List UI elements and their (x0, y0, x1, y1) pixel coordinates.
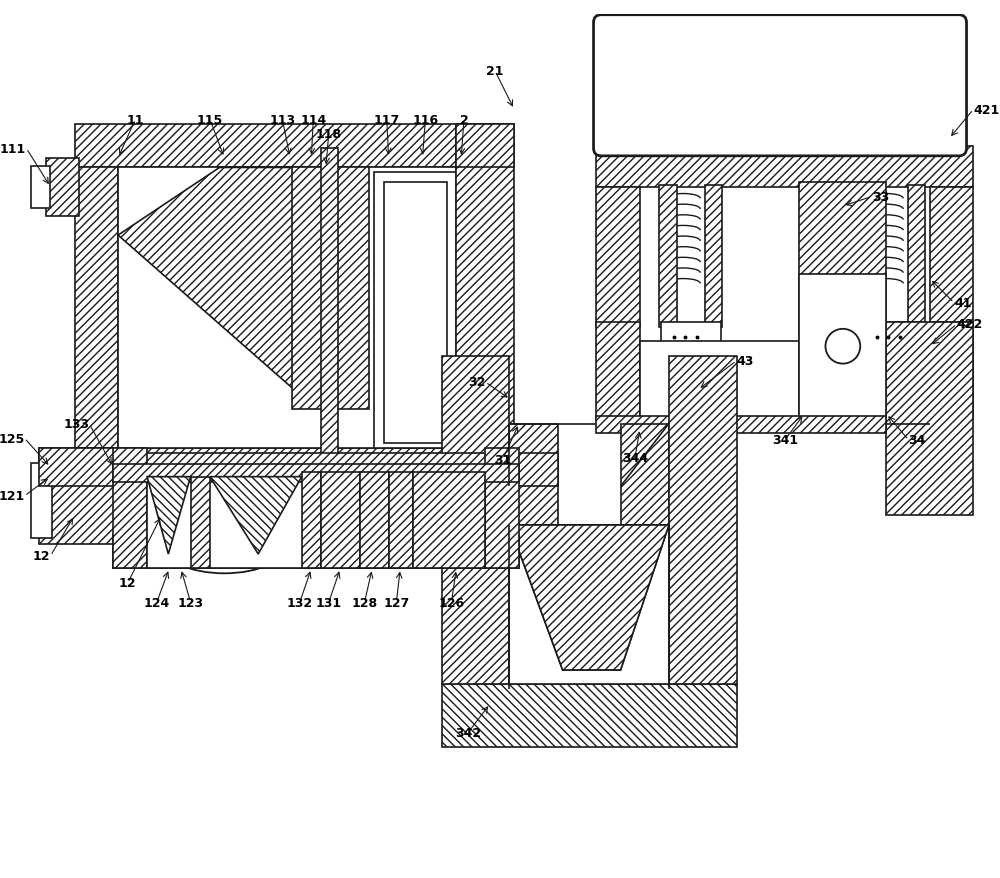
Bar (596, 188, 640, 327)
Bar (485, 448, 519, 569)
Bar (75, 169, 118, 457)
Bar (413, 472, 485, 569)
Bar (360, 472, 389, 569)
Bar (799, 275, 886, 419)
Bar (374, 173, 456, 448)
Text: 344: 344 (622, 451, 648, 464)
Bar (886, 323, 973, 515)
Text: 31: 31 (494, 453, 511, 466)
Polygon shape (509, 525, 669, 670)
Text: 12: 12 (33, 550, 50, 563)
Bar (661, 323, 721, 352)
Bar (113, 448, 147, 569)
Bar (302, 472, 321, 569)
Text: 113: 113 (269, 113, 295, 126)
Polygon shape (210, 477, 302, 554)
Bar (384, 183, 447, 443)
Bar (442, 356, 509, 685)
Text: 125: 125 (0, 432, 24, 445)
Bar (321, 149, 338, 477)
Bar (46, 159, 79, 217)
Bar (669, 356, 737, 685)
Text: 133: 133 (63, 418, 89, 430)
Bar (75, 453, 558, 486)
Bar (509, 525, 669, 685)
Bar (75, 125, 490, 169)
Bar (659, 185, 677, 327)
Text: 111: 111 (0, 142, 26, 155)
Text: 422: 422 (957, 318, 983, 331)
Bar (31, 166, 50, 209)
Bar (640, 342, 930, 428)
Text: 11: 11 (127, 113, 144, 126)
Text: 2: 2 (460, 113, 468, 126)
Bar (39, 448, 118, 486)
Text: 43: 43 (737, 355, 754, 368)
Text: 21: 21 (486, 65, 504, 78)
Text: 128: 128 (351, 596, 378, 609)
Text: 118: 118 (316, 128, 342, 141)
Text: 115: 115 (197, 113, 223, 126)
Bar (389, 472, 413, 569)
Bar (31, 464, 52, 538)
Bar (456, 169, 495, 457)
Text: 121: 121 (0, 490, 24, 503)
Bar (191, 477, 210, 569)
Bar (862, 185, 880, 327)
Text: 421: 421 (973, 104, 1000, 117)
Bar (908, 185, 925, 327)
Bar (509, 525, 669, 689)
Text: 33: 33 (872, 191, 889, 204)
Text: 123: 123 (177, 596, 204, 609)
Polygon shape (509, 525, 669, 670)
Bar (509, 424, 558, 530)
Bar (147, 477, 485, 569)
Text: 116: 116 (412, 113, 438, 126)
Bar (705, 185, 722, 327)
Bar (292, 169, 369, 409)
Bar (930, 188, 973, 327)
Text: 12: 12 (119, 577, 136, 590)
Bar (321, 472, 360, 569)
Text: 41: 41 (954, 297, 971, 310)
Bar (39, 448, 116, 544)
Bar (596, 323, 640, 419)
Text: 114: 114 (300, 113, 326, 126)
Text: 34: 34 (909, 434, 926, 447)
Text: 32: 32 (468, 376, 485, 389)
Text: 342: 342 (455, 726, 481, 739)
Polygon shape (118, 169, 316, 409)
Bar (75, 448, 495, 477)
Text: 127: 127 (383, 596, 410, 609)
FancyBboxPatch shape (594, 16, 967, 156)
Text: 132: 132 (287, 596, 313, 609)
Bar (596, 416, 886, 434)
Text: 341: 341 (772, 434, 798, 447)
Bar (113, 464, 519, 482)
Text: 117: 117 (374, 113, 400, 126)
Bar (799, 183, 886, 419)
Text: 124: 124 (144, 596, 170, 609)
Bar (456, 125, 514, 169)
Text: 131: 131 (316, 596, 342, 609)
Bar (442, 685, 737, 747)
Bar (118, 169, 456, 448)
Bar (456, 125, 514, 486)
Bar (930, 323, 973, 419)
Bar (864, 323, 924, 352)
Bar (113, 535, 519, 569)
Bar (621, 424, 669, 530)
Polygon shape (147, 477, 191, 554)
Text: 126: 126 (438, 596, 465, 609)
Bar (596, 147, 973, 188)
